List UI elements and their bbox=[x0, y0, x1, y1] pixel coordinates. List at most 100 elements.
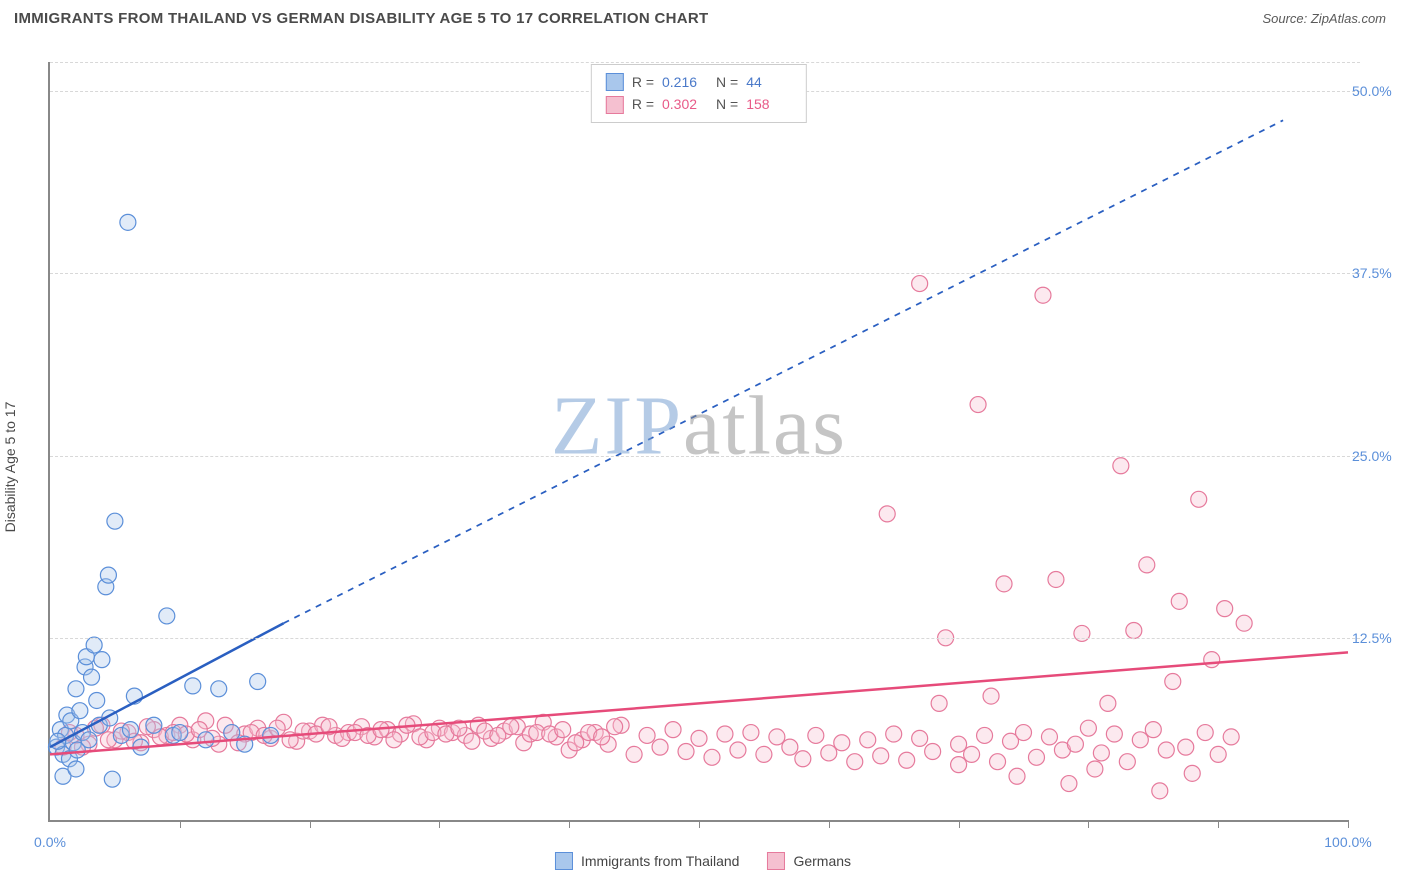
scatter-point bbox=[951, 757, 967, 773]
scatter-point bbox=[172, 725, 188, 741]
scatter-point bbox=[185, 678, 201, 694]
scatter-point bbox=[1217, 601, 1233, 617]
r-value-0: 0.216 bbox=[662, 71, 708, 93]
scatter-point bbox=[503, 719, 519, 735]
gridline bbox=[50, 638, 1360, 639]
n-value-0: 44 bbox=[746, 71, 792, 93]
scatter-point bbox=[899, 752, 915, 768]
scatter-point bbox=[120, 214, 136, 230]
scatter-point bbox=[1132, 732, 1148, 748]
swatch-series-1 bbox=[767, 852, 785, 870]
scatter-point bbox=[1048, 571, 1064, 587]
chart-title: IMMIGRANTS FROM THAILAND VS GERMAN DISAB… bbox=[14, 10, 708, 27]
scatter-point bbox=[1028, 749, 1044, 765]
scatter-point bbox=[1035, 287, 1051, 303]
legend-item-0: Immigrants from Thailand bbox=[555, 852, 739, 870]
scatter-point bbox=[1041, 729, 1057, 745]
scatter-point bbox=[912, 276, 928, 292]
scatter-point bbox=[795, 751, 811, 767]
scatter-point bbox=[607, 719, 623, 735]
scatter-point bbox=[678, 743, 694, 759]
scatter-point bbox=[983, 688, 999, 704]
x-tick bbox=[1348, 820, 1349, 828]
scatter-point bbox=[84, 669, 100, 685]
scatter-point bbox=[769, 729, 785, 745]
scatter-point bbox=[94, 652, 110, 668]
chart-container: Disability Age 5 to 17 R = 0.216 N = 44 … bbox=[0, 42, 1406, 892]
scatter-point bbox=[1223, 729, 1239, 745]
x-tick bbox=[310, 820, 311, 828]
n-value-1: 158 bbox=[746, 93, 792, 115]
scatter-point bbox=[626, 746, 642, 762]
scatter-point bbox=[1139, 557, 1155, 573]
scatter-point bbox=[1178, 739, 1194, 755]
swatch-series-0 bbox=[606, 73, 624, 91]
scatter-point bbox=[1152, 783, 1168, 799]
scatter-point bbox=[68, 681, 84, 697]
scatter-point bbox=[990, 754, 1006, 770]
plot-area: R = 0.216 N = 44 R = 0.302 N = 158 ZIPat… bbox=[48, 62, 1348, 822]
legend-item-1: Germans bbox=[767, 852, 851, 870]
scatter-point bbox=[1210, 746, 1226, 762]
gridline bbox=[50, 273, 1360, 274]
chart-header: IMMIGRANTS FROM THAILAND VS GERMAN DISAB… bbox=[0, 0, 1406, 33]
scatter-point bbox=[386, 732, 402, 748]
gridline bbox=[50, 62, 1360, 63]
scatter-point bbox=[1087, 761, 1103, 777]
scatter-point bbox=[1093, 745, 1109, 761]
y-tick-label: 25.0% bbox=[1352, 448, 1404, 464]
scatter-point bbox=[1016, 725, 1032, 741]
scatter-point bbox=[886, 726, 902, 742]
scatter-point bbox=[1074, 625, 1090, 641]
scatter-point bbox=[808, 727, 824, 743]
scatter-point bbox=[1236, 615, 1252, 631]
scatter-point bbox=[122, 722, 138, 738]
trend-line-extrapolated bbox=[284, 120, 1283, 623]
scatter-point bbox=[860, 732, 876, 748]
scatter-point bbox=[1191, 491, 1207, 507]
scatter-point bbox=[555, 722, 571, 738]
x-tick bbox=[569, 820, 570, 828]
scatter-point bbox=[81, 732, 97, 748]
scatter-point bbox=[1106, 726, 1122, 742]
y-axis-label: Disability Age 5 to 17 bbox=[2, 402, 18, 533]
scatter-point bbox=[951, 736, 967, 752]
scatter-point bbox=[72, 703, 88, 719]
scatter-point bbox=[146, 717, 162, 733]
scatter-point bbox=[873, 748, 889, 764]
swatch-series-0 bbox=[555, 852, 573, 870]
scatter-point bbox=[594, 729, 610, 745]
y-tick-label: 12.5% bbox=[1352, 630, 1404, 646]
scatter-point bbox=[1165, 674, 1181, 690]
scatter-point bbox=[107, 513, 123, 529]
scatter-point bbox=[1061, 776, 1077, 792]
scatter-point bbox=[1158, 742, 1174, 758]
scatter-point bbox=[1119, 754, 1135, 770]
scatter-point bbox=[89, 692, 105, 708]
scatter-point bbox=[198, 732, 214, 748]
stats-legend: R = 0.216 N = 44 R = 0.302 N = 158 bbox=[591, 64, 807, 123]
scatter-point bbox=[925, 743, 941, 759]
scatter-point bbox=[1171, 593, 1187, 609]
x-tick bbox=[699, 820, 700, 828]
scatter-point bbox=[1080, 720, 1096, 736]
r-label: R = bbox=[632, 93, 654, 115]
n-label: N = bbox=[716, 93, 738, 115]
x-tick bbox=[439, 820, 440, 828]
n-label: N = bbox=[716, 71, 738, 93]
scatter-point bbox=[782, 739, 798, 755]
scatter-point bbox=[704, 749, 720, 765]
scatter-point bbox=[996, 576, 1012, 592]
x-tick-label: 100.0% bbox=[1324, 834, 1371, 850]
x-tick bbox=[829, 820, 830, 828]
scatter-point bbox=[931, 695, 947, 711]
scatter-point bbox=[1113, 458, 1129, 474]
x-tick bbox=[1218, 820, 1219, 828]
scatter-point bbox=[1197, 725, 1213, 741]
scatter-point bbox=[639, 727, 655, 743]
scatter-point bbox=[250, 674, 266, 690]
scatter-svg bbox=[50, 62, 1348, 820]
scatter-point bbox=[1184, 765, 1200, 781]
scatter-point bbox=[1145, 722, 1161, 738]
scatter-point bbox=[1100, 695, 1116, 711]
